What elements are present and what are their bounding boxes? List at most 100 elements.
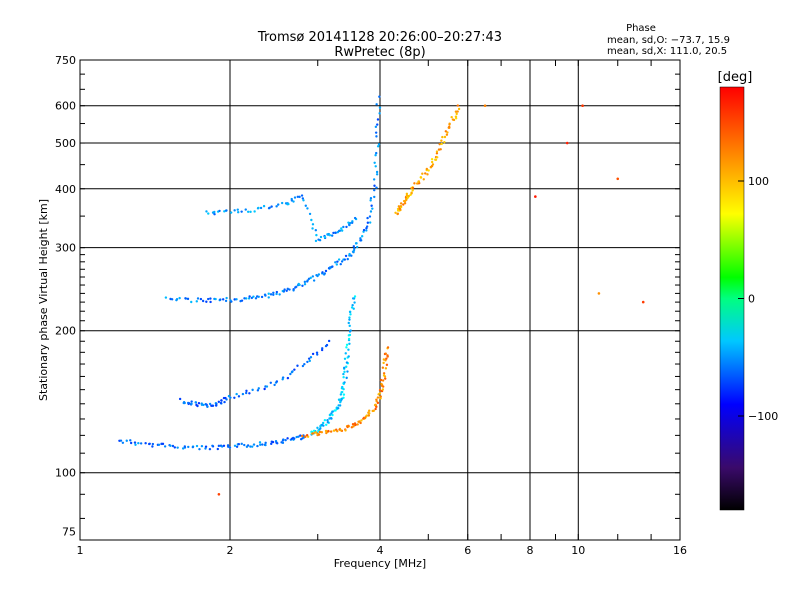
data-point: [270, 442, 273, 446]
data-point: [286, 376, 290, 380]
data-point: [372, 178, 376, 181]
data-point: [376, 118, 380, 121]
data-point: [347, 355, 350, 358]
data-point: [306, 207, 309, 210]
data-point: [381, 379, 385, 382]
data-point: [208, 447, 212, 451]
data-point: [289, 372, 292, 376]
data-point: [315, 351, 319, 354]
data-point: [345, 361, 349, 364]
data-point: [227, 394, 231, 398]
data-point: [375, 170, 379, 174]
data-point: [257, 295, 260, 298]
data-point: [385, 363, 389, 367]
data-point: [263, 387, 266, 391]
data-point: [298, 195, 301, 199]
data-point: [339, 393, 343, 396]
data-point: [451, 118, 455, 121]
data-point: [282, 438, 285, 441]
data-point: [251, 388, 254, 392]
data-point: [248, 392, 251, 395]
chart-title: Tromsø 20141128 20:26:00–20:27:43: [257, 30, 502, 45]
data-point: [222, 444, 226, 447]
x-tick-label: 10: [571, 544, 585, 557]
data-point: [298, 283, 301, 287]
data-point: [425, 167, 429, 171]
data-point: [378, 112, 381, 115]
data-point: [233, 444, 237, 447]
data-point: [344, 352, 347, 355]
data-point: [349, 313, 352, 316]
data-point: [443, 135, 447, 139]
data-point: [641, 300, 645, 304]
data-point: [195, 300, 198, 303]
data-point: [217, 492, 221, 496]
data-point: [161, 442, 165, 446]
data-point: [287, 202, 290, 206]
data-point: [301, 364, 305, 368]
data-point: [307, 357, 311, 360]
data-point: [305, 434, 309, 437]
x-tick-label: 16: [673, 544, 687, 557]
data-point: [282, 290, 286, 293]
data-point: [316, 274, 319, 278]
data-point: [356, 423, 359, 426]
data-point: [265, 385, 269, 388]
data-point: [197, 402, 201, 405]
data-point: [365, 229, 368, 232]
data-point: [324, 269, 328, 273]
data-point: [410, 191, 413, 194]
data-point: [225, 209, 228, 212]
data-point: [338, 404, 342, 407]
x-tick-label: 6: [464, 544, 471, 557]
data-point: [267, 296, 270, 299]
data-point: [204, 447, 207, 450]
data-point: [345, 346, 348, 349]
y-axis-label: Stationary phase Virtual Height [km]: [37, 199, 50, 401]
y-tick-label: 500: [55, 137, 76, 150]
data-point: [374, 131, 378, 134]
data-point: [348, 333, 352, 337]
data-point: [431, 163, 435, 166]
data-point: [254, 297, 258, 300]
data-point: [357, 420, 360, 424]
phase-summary-x: mean, sd,X: 111.0, 20.5: [607, 46, 727, 57]
data-point: [213, 213, 216, 216]
data-point: [397, 205, 401, 208]
data-point: [384, 352, 387, 355]
data-point: [347, 337, 351, 341]
data-point: [256, 444, 259, 448]
data-point: [276, 442, 279, 445]
data-point: [196, 297, 200, 300]
data-point: [244, 208, 247, 211]
data-point: [344, 429, 347, 432]
data-point: [340, 229, 344, 232]
data-point: [240, 442, 243, 446]
data-point: [440, 139, 443, 142]
data-point: [264, 441, 267, 445]
data-point: [435, 152, 439, 155]
data-point: [346, 257, 349, 261]
data-point: [366, 221, 370, 224]
data-point: [304, 435, 307, 438]
data-point: [384, 367, 388, 370]
data-point: [219, 298, 222, 301]
data-point: [217, 444, 221, 448]
data-point: [376, 401, 380, 405]
data-point: [375, 405, 378, 408]
data-point: [301, 197, 305, 200]
data-point: [415, 182, 419, 185]
data-point: [373, 161, 376, 165]
data-point: [427, 169, 430, 172]
data-point: [315, 233, 318, 237]
data-point: [441, 135, 444, 139]
data-point: [352, 297, 356, 300]
data-point: [187, 445, 190, 449]
data-point: [272, 291, 275, 294]
data-point: [405, 194, 409, 197]
data-point: [342, 225, 345, 229]
data-point: [169, 444, 172, 448]
data-point: [301, 434, 304, 438]
data-point: [319, 427, 322, 430]
data-point: [246, 210, 250, 213]
